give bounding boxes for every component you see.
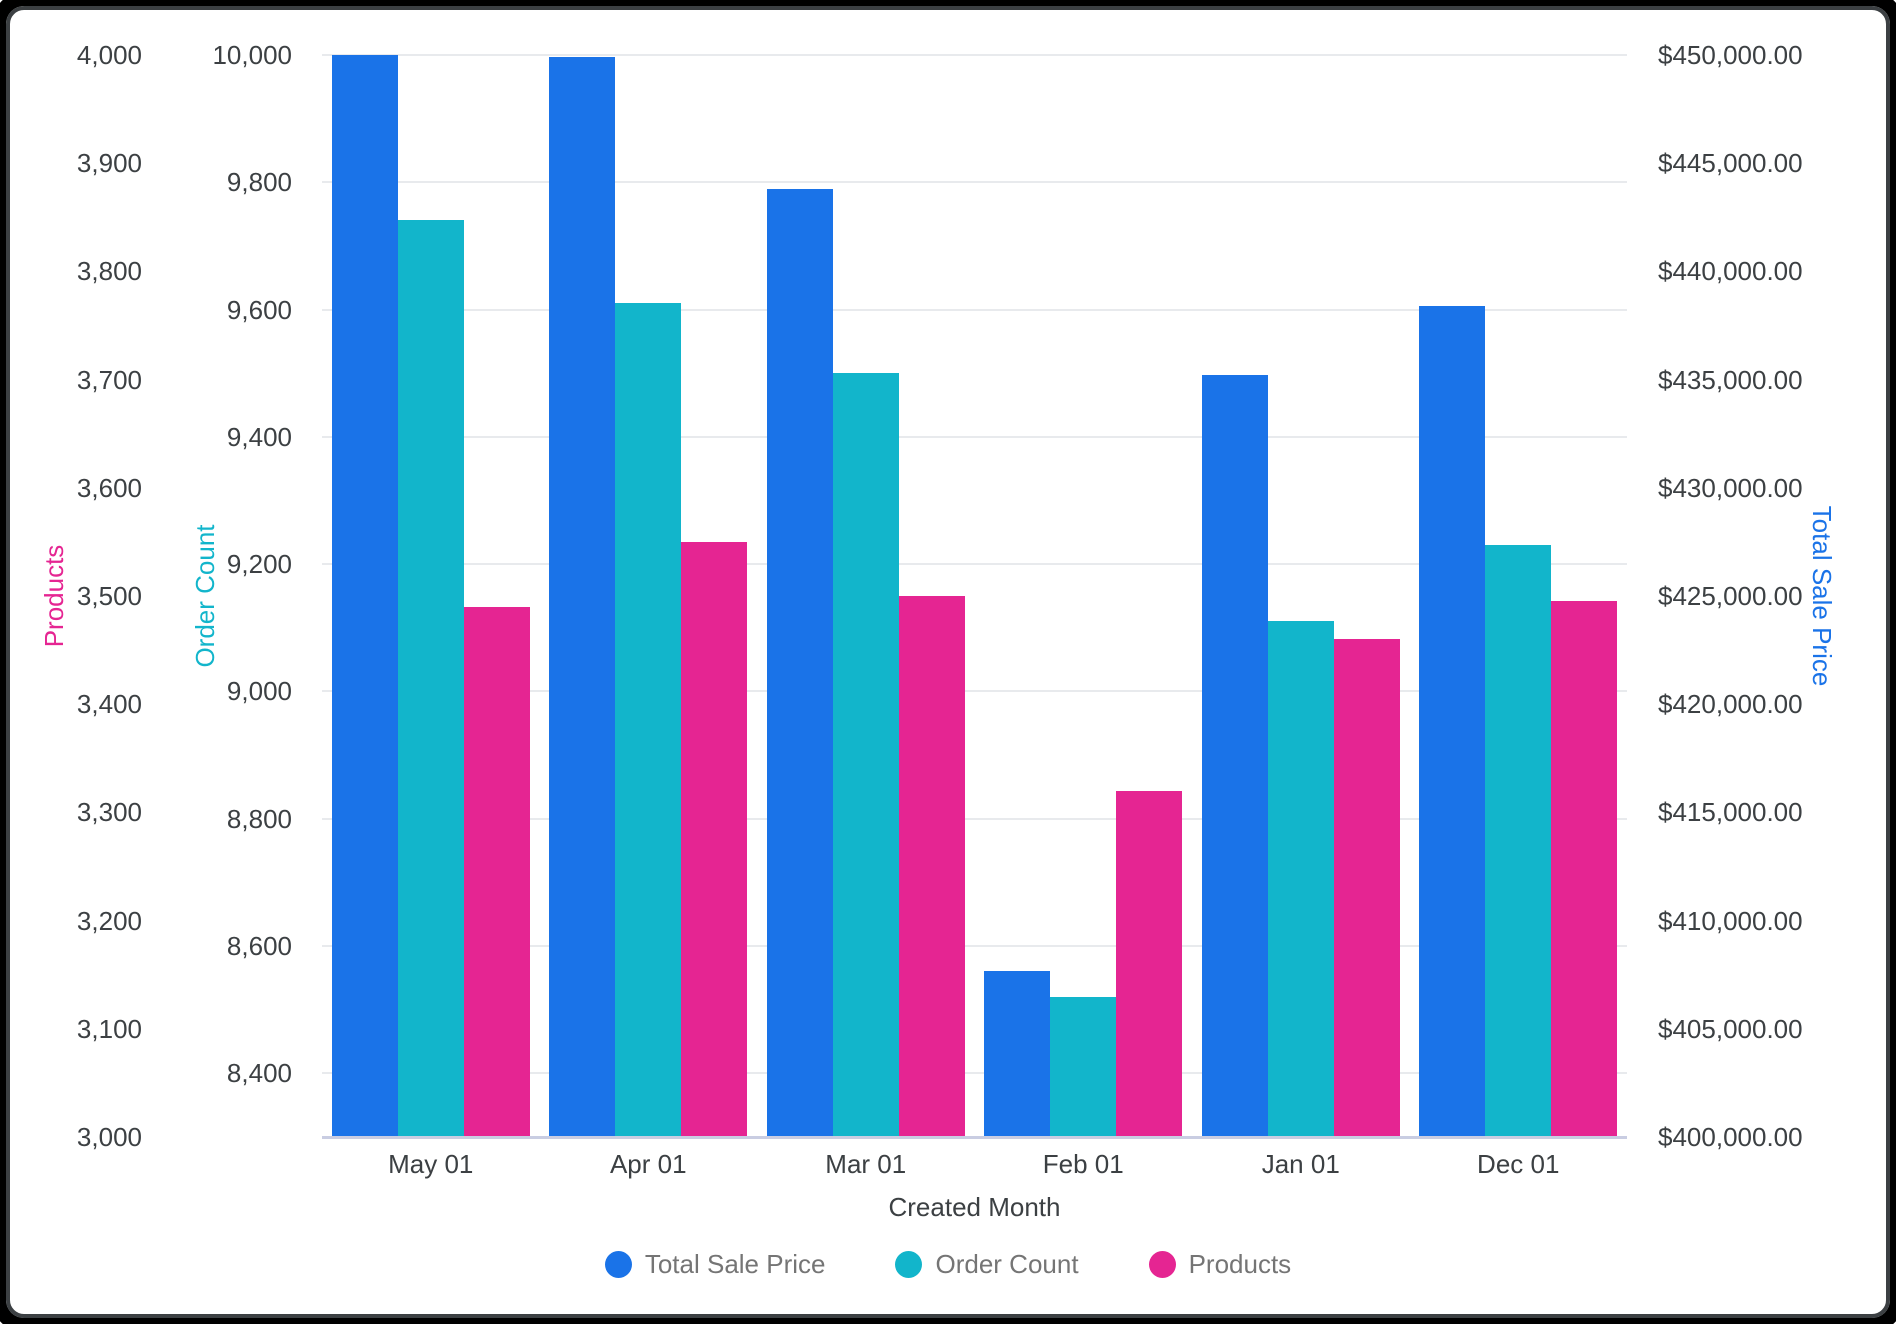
products-axis-tick-3200: 3,200 bbox=[76, 905, 142, 936]
legend-dot-products bbox=[1148, 1250, 1176, 1278]
products-axis-tick-3800: 3,800 bbox=[76, 256, 142, 287]
gridline-10000 bbox=[322, 54, 1627, 56]
x-axis-tick-apr-01: Apr 01 bbox=[609, 1149, 687, 1179]
gridline-9000 bbox=[322, 690, 1627, 693]
gridline-8400 bbox=[322, 1072, 1627, 1075]
order-count-axis-tick-9600: 9,600 bbox=[226, 294, 292, 325]
bar-total-sale-price-feb-01[interactable] bbox=[984, 971, 1051, 1137]
x-axis-tick-dec-01: Dec 01 bbox=[1477, 1149, 1560, 1179]
bar-order-count-jan-01[interactable] bbox=[1267, 621, 1334, 1137]
products-axis-tick-3500: 3,500 bbox=[76, 581, 142, 611]
gridline-8600 bbox=[322, 945, 1627, 948]
total-sale-price-axis-tick-415000: $415,000.00 bbox=[1658, 797, 1803, 828]
legend-dot-order-count bbox=[895, 1250, 923, 1278]
y-axis-title-total-sale-price: Total Sale Price bbox=[1807, 505, 1837, 687]
products-axis-tick-3600: 3,600 bbox=[76, 472, 142, 503]
bar-order-count-mar-01[interactable] bbox=[832, 373, 899, 1137]
order-count-axis-tick-8400: 8,400 bbox=[226, 1058, 292, 1089]
bar-order-count-dec-01[interactable] bbox=[1485, 545, 1552, 1137]
total-sale-price-axis-tick-405000: $405,000.00 bbox=[1658, 1013, 1803, 1044]
total-sale-price-axis-tick-425000: $425,000.00 bbox=[1658, 581, 1803, 611]
total-sale-price-axis-tick-450000: $450,000.00 bbox=[1658, 40, 1803, 70]
products-axis-tick-3900: 3,900 bbox=[76, 148, 142, 179]
products-axis-tick-3100: 3,100 bbox=[76, 1013, 142, 1044]
x-axis-tick-jan-01: Jan 01 bbox=[1261, 1149, 1340, 1179]
order-count-axis-tick-9800: 9,800 bbox=[226, 167, 292, 198]
products-axis-tick-4000: 4,000 bbox=[76, 40, 142, 70]
bar-order-count-feb-01[interactable] bbox=[1050, 996, 1117, 1137]
gridline-9200 bbox=[322, 563, 1627, 566]
order-count-axis-tick-8800: 8,800 bbox=[226, 803, 292, 834]
order-count-axis-tick-10000: 10,000 bbox=[212, 40, 292, 70]
y-axis-title-order-count: Order Count bbox=[190, 524, 220, 668]
products-axis-tick-3300: 3,300 bbox=[76, 797, 142, 828]
legend-item-products[interactable]: Products bbox=[1148, 1248, 1292, 1280]
bar-products-mar-01[interactable] bbox=[898, 596, 965, 1137]
bar-order-count-apr-01[interactable] bbox=[615, 303, 682, 1137]
x-axis-line bbox=[322, 1136, 1627, 1139]
total-sale-price-axis-tick-410000: $410,000.00 bbox=[1658, 905, 1803, 936]
products-axis-tick-3000: 3,000 bbox=[76, 1122, 142, 1152]
bar-products-jan-01[interactable] bbox=[1333, 639, 1400, 1137]
legend-dot-total-sale-price bbox=[604, 1250, 632, 1278]
legend-label-total-sale-price: Total Sale Price bbox=[644, 1249, 826, 1279]
bar-total-sale-price-dec-01[interactable] bbox=[1419, 306, 1486, 1137]
legend-item-order-count[interactable]: Order Count bbox=[895, 1248, 1079, 1280]
bar-total-sale-price-apr-01[interactable] bbox=[549, 57, 616, 1137]
x-axis-tick-feb-01: Feb 01 bbox=[1042, 1149, 1124, 1179]
legend-label-order-count: Order Count bbox=[935, 1249, 1079, 1279]
bar-total-sale-price-jan-01[interactable] bbox=[1201, 375, 1268, 1137]
x-axis-tick-mar-01: Mar 01 bbox=[825, 1149, 907, 1179]
bar-order-count-may-01[interactable] bbox=[397, 220, 464, 1137]
products-axis-tick-3700: 3,700 bbox=[76, 364, 142, 395]
order-count-axis-tick-9400: 9,400 bbox=[226, 421, 292, 452]
bar-total-sale-price-may-01[interactable] bbox=[331, 55, 398, 1137]
total-sale-price-axis-tick-420000: $420,000.00 bbox=[1658, 689, 1803, 720]
gridline-9600 bbox=[322, 308, 1627, 311]
order-count-axis-tick-9000: 9,000 bbox=[226, 676, 292, 707]
x-axis-title: Created Month bbox=[888, 1192, 1061, 1222]
bar-products-may-01[interactable] bbox=[463, 606, 530, 1137]
gridline-9400 bbox=[322, 435, 1627, 438]
gridline-8800 bbox=[322, 817, 1627, 820]
order-count-axis-tick-8600: 8,600 bbox=[226, 931, 292, 962]
total-sale-price-axis-tick-440000: $440,000.00 bbox=[1658, 256, 1803, 287]
bar-products-apr-01[interactable] bbox=[681, 541, 748, 1137]
legend: Total Sale Price Order Count Products bbox=[0, 1248, 1896, 1280]
order-count-axis-tick-9200: 9,200 bbox=[226, 549, 292, 580]
total-sale-price-axis-tick-445000: $445,000.00 bbox=[1658, 148, 1803, 179]
bar-products-feb-01[interactable] bbox=[1116, 790, 1183, 1137]
total-sale-price-axis-tick-430000: $430,000.00 bbox=[1658, 472, 1803, 503]
legend-item-total-sale-price[interactable]: Total Sale Price bbox=[604, 1248, 826, 1280]
total-sale-price-axis-tick-435000: $435,000.00 bbox=[1658, 364, 1803, 395]
bar-total-sale-price-mar-01[interactable] bbox=[766, 189, 833, 1137]
legend-label-products: Products bbox=[1188, 1249, 1292, 1279]
gridline-9800 bbox=[322, 181, 1627, 184]
products-axis-tick-3400: 3,400 bbox=[76, 689, 142, 720]
bar-products-dec-01[interactable] bbox=[1551, 601, 1618, 1137]
x-axis-tick-may-01: May 01 bbox=[388, 1149, 474, 1179]
total-sale-price-axis-tick-400000: $400,000.00 bbox=[1658, 1122, 1803, 1152]
